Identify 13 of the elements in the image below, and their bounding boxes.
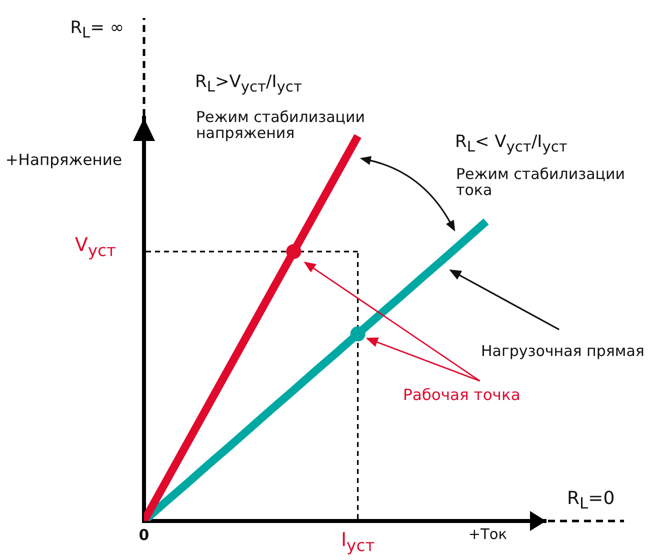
annotation: Нагрузочная прямая [481,342,644,360]
x-axis-title: +Ток [468,527,507,544]
annotation: Рабочая точка [403,386,520,405]
annotation: Режим стабилизации напряжения [196,108,366,142]
text: R$_{L}$=0 [567,488,615,513]
annotation: Режим стабилизации тока [456,165,626,199]
x-tick-label: I$_{уст}$ [340,529,375,555]
ref-line-label: V$_{уст}$ [74,234,116,260]
x-tick-label: 0 [138,526,150,544]
text: R$_{L}$>V$_{уст}$/I$_{уст}$ [195,72,302,96]
y-axis-title: +Напряжение [5,151,122,170]
annotation: R$_{L}$< V$_{уст}$/I$_{уст}$ [455,132,568,156]
text: R$_{L}$= ∞ [70,18,124,42]
